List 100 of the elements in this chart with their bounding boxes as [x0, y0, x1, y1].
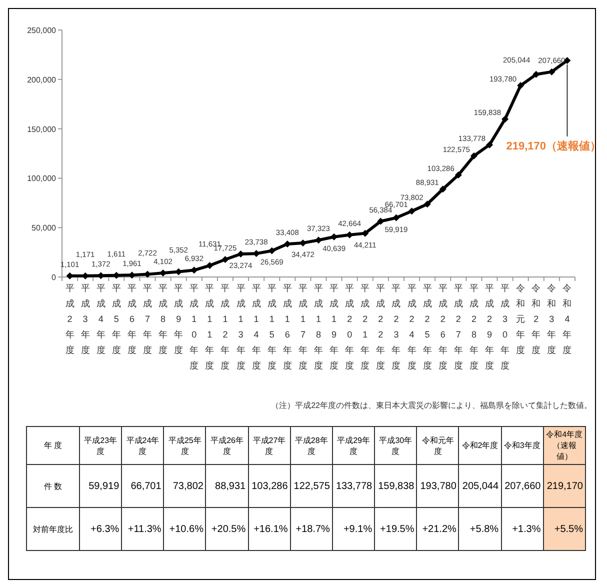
x-tick-label: 平成2年度 [65, 283, 74, 355]
point [548, 68, 556, 76]
x-tick-label: 平成18年度 [314, 283, 323, 370]
point [532, 70, 540, 78]
x-tick-label: 平成16年度 [282, 283, 292, 370]
x-tick-label: 平成8年度 [158, 283, 168, 355]
point [362, 230, 369, 237]
category-label: 平成29年度 [332, 426, 375, 464]
y-tick-label: 150,000 [27, 124, 57, 134]
point [424, 200, 431, 208]
point [206, 262, 214, 270]
x-tick-label: 平成25年度 [422, 283, 432, 370]
x-tick-label: 平成5年度 [112, 283, 121, 355]
point [284, 240, 291, 248]
point [517, 82, 524, 90]
point [454, 171, 462, 178]
text: 205,044 [462, 480, 499, 492]
text: 59,919 [88, 480, 120, 492]
text: +20.5% [211, 524, 246, 534]
point [222, 256, 229, 263]
x-tick-label: 平成19年度 [330, 283, 339, 370]
y-tick-label: 200,000 [27, 75, 57, 84]
category-label: 件 数 [44, 482, 62, 490]
text: 88,931 [215, 480, 246, 492]
text: 193,780 [420, 480, 456, 492]
text: 219,170 [546, 480, 583, 492]
text: 122,575 [294, 480, 330, 492]
x-tick-label: 平成6年度 [127, 283, 136, 355]
x-tick-label: 平成30年度 [500, 283, 510, 370]
text: 年 度 [26, 426, 80, 464]
y-tick-label: 250,000 [27, 26, 57, 35]
text: 73,802 [172, 480, 204, 492]
point [144, 270, 151, 278]
text: 103,286 [252, 480, 288, 492]
x-tick-label: 平成14年度 [252, 283, 261, 370]
point [439, 186, 446, 193]
text: +5.8% [470, 524, 499, 534]
x-tick-label: 平成10年度 [190, 283, 199, 370]
text: +19.5% [380, 524, 414, 534]
text: +11.3% [128, 524, 162, 534]
x-tick-label: 平成27年度 [454, 283, 463, 370]
text: +6.3% [90, 524, 120, 534]
category-label: 令和4年度（速報値） [543, 426, 586, 464]
point [502, 116, 509, 123]
x-tick-label: 平成28年度 [469, 283, 478, 370]
point [486, 141, 493, 148]
point [470, 152, 478, 160]
point [268, 247, 276, 254]
point [392, 214, 400, 222]
x-tick-label: 令和3年度 [547, 283, 556, 355]
x-tick-label: 平成21年度 [360, 283, 370, 370]
point [408, 208, 416, 215]
point [377, 218, 384, 225]
x-tick-label: 平成26年度 [438, 283, 448, 370]
x-tick-label: 平成24年度 [407, 283, 416, 370]
x-tick-label: 平成15年度 [267, 283, 276, 370]
category-label: 平成26年度 [206, 426, 248, 464]
text: 207,660 [504, 480, 541, 492]
category-label: 平成28年度 [290, 426, 332, 464]
category-label: 令和2年度 [458, 426, 502, 464]
x-tick-label: 平成9年度 [174, 283, 184, 355]
x-tick-label: 平成3年度 [80, 283, 90, 355]
x-tick-label: 平成12年度 [220, 283, 230, 370]
x-tick-label: 平成7年度 [143, 283, 152, 355]
y-tick-label: 100,000 [27, 174, 57, 184]
x-tick-label: 平成20年度 [345, 283, 354, 370]
category-label: 令和元年度 [416, 426, 459, 464]
text: +5.5% [554, 524, 583, 534]
text: +1.3% [512, 524, 541, 534]
category-label: 令和3年度 [501, 426, 544, 464]
text: 66,701 [130, 480, 162, 492]
y-tick-label: 50,000 [32, 224, 57, 233]
text: 159,838 [378, 480, 414, 492]
text: +16.1% [254, 524, 288, 534]
x-tick-label: 令和4年度 [562, 283, 572, 355]
category-label: 平成24年度 [122, 426, 164, 464]
text: 133,778 [336, 480, 372, 492]
x-tick-label: 平成23年度 [392, 283, 401, 370]
category-label: 平成27年度 [248, 426, 290, 464]
x-tick-label: 令和2年度 [532, 283, 541, 355]
point [190, 266, 198, 274]
category-label: 対前年度比 [33, 524, 73, 534]
point [315, 236, 322, 244]
text: +9.1% [343, 524, 372, 534]
x-tick-label: 平成4年度 [96, 283, 106, 355]
text: +18.7% [296, 524, 330, 534]
text: （注）平成22年度の件数は、東日本大震災の影響により、福島県を除いて集計した数値。 [271, 401, 592, 410]
x-tick-label: 平成29年度 [485, 283, 494, 370]
x-tick-label: 平成11年度 [205, 283, 214, 370]
category-label: 平成25年度 [164, 426, 206, 464]
y-tick-label: 0 [52, 273, 57, 282]
category-label: 平成30年度 [374, 426, 417, 464]
annotation: 219,170（速報値） [506, 139, 601, 152]
x-tick-label: 令和元年度 [516, 283, 526, 355]
category-label: 平成23年度 [80, 426, 122, 464]
text: +21.2% [422, 524, 456, 534]
x-tick-label: 平成13年度 [236, 283, 246, 370]
x-tick-label: 平成22年度 [376, 283, 386, 370]
text: +10.6% [169, 524, 204, 534]
x-tick-label: 平成17年度 [298, 283, 308, 370]
